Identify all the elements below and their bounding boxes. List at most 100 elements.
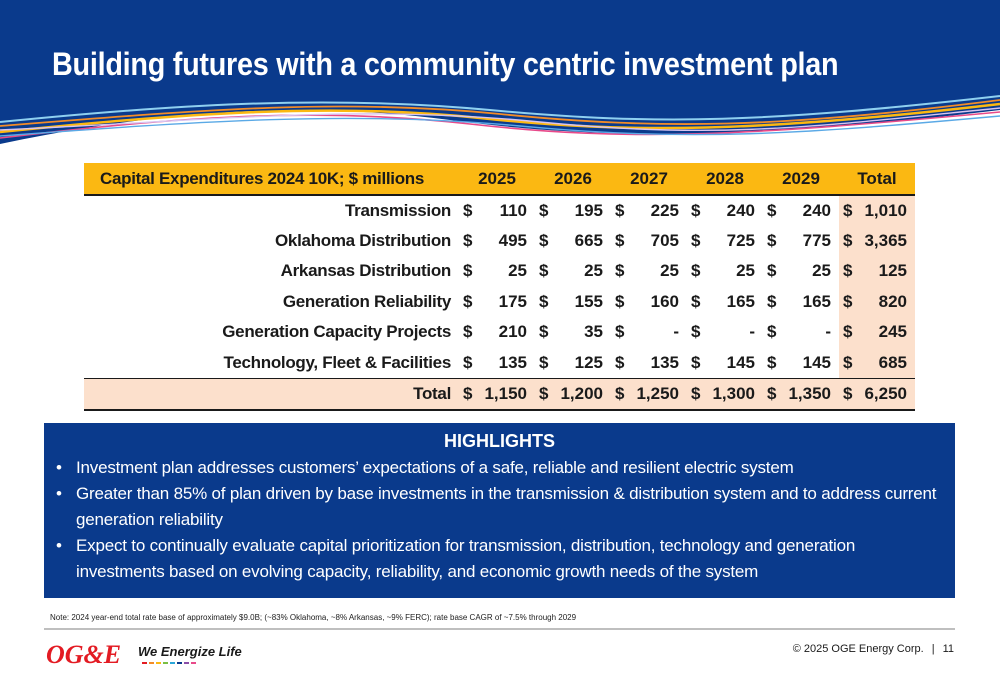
row-total: 1,010 bbox=[861, 195, 915, 226]
cell-value: 725 bbox=[726, 230, 755, 250]
currency-symbol: $ bbox=[539, 230, 549, 250]
list-item: • Expect to continually evaluate capital … bbox=[56, 533, 941, 585]
footnote: Note: 2024 year-end total rate base of a… bbox=[50, 613, 577, 622]
footer-divider bbox=[44, 628, 955, 630]
currency-symbol: $ bbox=[687, 377, 709, 411]
table-header-2027: 2027 bbox=[611, 163, 687, 196]
cell-value: 135 bbox=[650, 352, 679, 372]
cell-value: 25 bbox=[660, 261, 679, 281]
table-row: Technology, Fleet & Facilities $135 $125… bbox=[84, 347, 915, 378]
currency-symbol: $ bbox=[539, 352, 549, 372]
currency-symbol: $ bbox=[463, 352, 473, 372]
currency-symbol: $ bbox=[767, 261, 777, 281]
cell-value: - bbox=[749, 322, 755, 342]
currency-symbol: $ bbox=[463, 261, 473, 281]
currency-symbol: $ bbox=[691, 261, 701, 281]
currency-symbol: $ bbox=[615, 200, 625, 220]
currency-symbol: $ bbox=[615, 291, 625, 311]
cell-value: 135 bbox=[498, 352, 527, 372]
currency-symbol: $ bbox=[691, 200, 701, 220]
table-header-total: Total bbox=[839, 163, 915, 196]
currency-symbol: $ bbox=[463, 230, 473, 250]
currency-symbol: $ bbox=[611, 377, 633, 411]
currency-symbol: $ bbox=[839, 317, 861, 348]
currency-symbol: $ bbox=[615, 352, 625, 372]
cell-value: 240 bbox=[802, 200, 831, 220]
cell-value: 25 bbox=[508, 261, 527, 281]
cell-value: 495 bbox=[498, 230, 527, 250]
currency-symbol: $ bbox=[691, 322, 701, 342]
table-row: Arkansas Distribution $25 $25 $25 $25 $2… bbox=[84, 256, 915, 287]
highlight-text: Greater than 85% of plan driven by base … bbox=[76, 484, 937, 529]
currency-symbol: $ bbox=[767, 230, 777, 250]
currency-symbol: $ bbox=[463, 200, 473, 220]
total-cell-value: 1,250 bbox=[633, 377, 687, 411]
grand-total: 6,250 bbox=[861, 377, 915, 411]
row-label: Arkansas Distribution bbox=[280, 261, 452, 281]
table-header-row: Capital Expenditures 2024 10K; $ million… bbox=[84, 163, 915, 196]
bullet-icon: • bbox=[56, 536, 62, 555]
cell-value: 160 bbox=[650, 291, 679, 311]
currency-symbol: $ bbox=[691, 230, 701, 250]
cell-value: 165 bbox=[802, 291, 831, 311]
cell-value: 175 bbox=[498, 291, 527, 311]
currency-symbol: $ bbox=[767, 322, 777, 342]
currency-symbol: $ bbox=[691, 291, 701, 311]
cell-value: 145 bbox=[726, 352, 755, 372]
currency-symbol: $ bbox=[691, 352, 701, 372]
footer-separator: | bbox=[931, 643, 935, 655]
cell-value: 35 bbox=[584, 322, 603, 342]
capex-table: Capital Expenditures 2024 10K; $ million… bbox=[84, 163, 915, 411]
row-total: 3,365 bbox=[861, 225, 915, 256]
currency-symbol: $ bbox=[539, 291, 549, 311]
currency-symbol: $ bbox=[459, 377, 481, 411]
currency-symbol: $ bbox=[539, 200, 549, 220]
table-header-2025: 2025 bbox=[459, 163, 535, 196]
total-cell-value: 1,350 bbox=[785, 377, 839, 411]
row-label: Technology, Fleet & Facilities bbox=[223, 352, 452, 372]
cell-value: - bbox=[673, 322, 679, 342]
tagline-dots bbox=[142, 662, 196, 664]
cell-value: 155 bbox=[574, 291, 603, 311]
row-label: Generation Reliability bbox=[282, 291, 451, 311]
currency-symbol: $ bbox=[539, 261, 549, 281]
total-cell-value: 1,150 bbox=[481, 377, 535, 411]
currency-symbol: $ bbox=[839, 377, 861, 411]
total-cell-value: 1,300 bbox=[709, 377, 763, 411]
cell-value: 110 bbox=[499, 200, 527, 220]
table-header-2026: 2026 bbox=[535, 163, 611, 196]
cell-value: 25 bbox=[812, 261, 831, 281]
table-total-row: Total $1,150 $1,200 $1,250 $1,300 $1,350… bbox=[84, 377, 915, 411]
row-total: 245 bbox=[861, 317, 915, 348]
page-number: 11 bbox=[942, 643, 954, 655]
currency-symbol: $ bbox=[839, 347, 861, 378]
slide-header: Building futures with a community centri… bbox=[0, 0, 1000, 150]
highlight-text: Investment plan addresses customers’ exp… bbox=[76, 458, 794, 477]
highlights-box: HIGHLIGHTS • Investment plan addresses cu… bbox=[44, 423, 955, 598]
currency-symbol: $ bbox=[535, 377, 557, 411]
cell-value: 705 bbox=[650, 230, 679, 250]
table-row: Generation Capacity Projects $210 $35 $ -… bbox=[84, 317, 915, 348]
currency-symbol: $ bbox=[839, 225, 861, 256]
cell-value: 210 bbox=[498, 322, 527, 342]
table-header-label: Capital Expenditures 2024 10K; $ million… bbox=[84, 163, 459, 196]
cell-value: - bbox=[825, 322, 831, 342]
cell-value: 165 bbox=[726, 291, 755, 311]
list-item: • Investment plan addresses customers’ ex… bbox=[56, 455, 941, 481]
highlight-text: Expect to continually evaluate capital p… bbox=[76, 536, 856, 581]
list-item: • Greater than 85% of plan driven by base… bbox=[56, 481, 941, 533]
row-total: 125 bbox=[861, 256, 915, 287]
oge-logo: OG&E bbox=[46, 641, 121, 667]
copyright: © 2025 OGE Energy Corp. bbox=[792, 643, 924, 655]
total-row-label: Total bbox=[84, 377, 459, 411]
highlights-list: • Investment plan addresses customers’ ex… bbox=[44, 455, 955, 585]
footer-info: © 2025 OGE Energy Corp. | 11 bbox=[793, 643, 954, 655]
row-label: Oklahoma Distribution bbox=[275, 230, 451, 250]
currency-symbol: $ bbox=[767, 291, 777, 311]
currency-symbol: $ bbox=[615, 261, 625, 281]
decorative-waves bbox=[0, 95, 1000, 150]
bullet-icon: • bbox=[56, 458, 62, 477]
table-header-2028: 2028 bbox=[687, 163, 763, 196]
table-header-2029: 2029 bbox=[763, 163, 839, 196]
currency-symbol: $ bbox=[539, 322, 549, 342]
